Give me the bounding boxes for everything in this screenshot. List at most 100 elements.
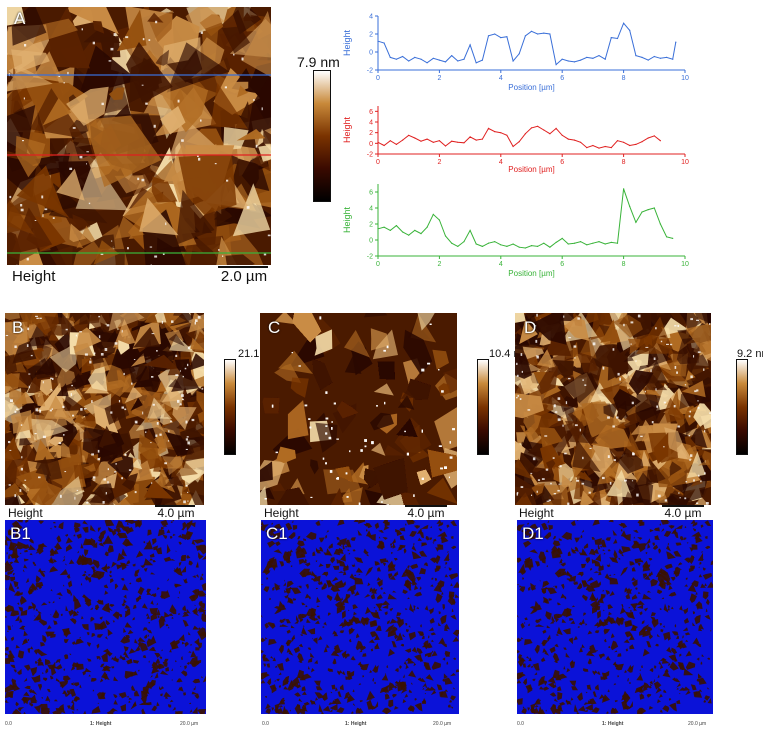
data-point bbox=[512, 60, 514, 62]
data-point bbox=[414, 137, 416, 139]
y-tick-label: 4 bbox=[369, 120, 373, 127]
data-point bbox=[377, 141, 379, 143]
data-point bbox=[666, 56, 668, 59]
y-axis-label: Height bbox=[342, 206, 352, 233]
axis-mid-b1: 1: Height bbox=[90, 721, 112, 727]
data-point bbox=[549, 33, 551, 35]
data-point bbox=[395, 58, 397, 60]
data-point bbox=[675, 41, 677, 43]
x-tick-label: 4 bbox=[499, 261, 503, 268]
data-point bbox=[549, 133, 551, 135]
data-point bbox=[573, 139, 576, 141]
data-point bbox=[420, 58, 422, 60]
data-point bbox=[561, 237, 563, 239]
panel-label-d: D bbox=[524, 318, 537, 337]
afm-image-a bbox=[7, 7, 271, 265]
scale-bar-c bbox=[405, 505, 447, 507]
x-tick-label: 0 bbox=[376, 159, 380, 166]
data-point bbox=[623, 22, 625, 24]
data-point bbox=[647, 59, 649, 61]
data-point bbox=[408, 134, 410, 136]
data-point bbox=[592, 242, 594, 244]
data-point bbox=[635, 143, 637, 145]
x-tick-label: 10 bbox=[681, 159, 689, 166]
data-point bbox=[580, 141, 582, 143]
colorbar-c bbox=[477, 359, 489, 455]
afm-image-b bbox=[5, 313, 204, 505]
x-tick-label: 10 bbox=[681, 261, 689, 268]
data-point bbox=[432, 213, 434, 215]
data-point bbox=[629, 205, 631, 207]
data-point bbox=[629, 144, 631, 147]
data-point bbox=[426, 138, 428, 140]
data-point bbox=[475, 139, 477, 141]
data-point bbox=[402, 231, 404, 233]
data-point bbox=[530, 127, 533, 129]
x-axis-label: Position [µm] bbox=[508, 269, 554, 278]
y-axis-label: Height bbox=[342, 29, 352, 56]
data-point bbox=[408, 60, 410, 62]
data-point bbox=[402, 55, 404, 58]
axis-mid-c1: 1: Height bbox=[345, 721, 367, 727]
profile-line bbox=[377, 125, 661, 149]
data-point bbox=[494, 131, 496, 133]
x-tick-label: 6 bbox=[560, 75, 564, 82]
data-point bbox=[524, 247, 526, 249]
data-point bbox=[518, 141, 520, 143]
data-point bbox=[481, 59, 483, 61]
data-point bbox=[444, 61, 447, 63]
mask-texture-d1 bbox=[517, 520, 713, 714]
axis-right-d1: 20.0 µm bbox=[688, 721, 707, 727]
data-point bbox=[672, 58, 674, 60]
data-point bbox=[438, 140, 440, 142]
data-point bbox=[389, 229, 391, 231]
data-point bbox=[598, 55, 600, 57]
x-tick-label: 0 bbox=[376, 75, 380, 82]
data-point bbox=[451, 55, 453, 57]
x-tick-label: 8 bbox=[622, 261, 626, 268]
y-tick-label: -2 bbox=[367, 68, 373, 75]
height-label-b: Height bbox=[8, 506, 43, 520]
data-point bbox=[469, 136, 471, 138]
data-point bbox=[641, 56, 643, 59]
y-tick-label: 6 bbox=[369, 190, 373, 197]
data-point bbox=[647, 137, 649, 139]
data-point bbox=[395, 225, 397, 227]
height-label-a: Height bbox=[12, 268, 56, 285]
scale-text-a: 2.0 µm bbox=[220, 268, 268, 285]
data-point bbox=[432, 141, 434, 143]
data-point bbox=[530, 245, 533, 247]
data-point bbox=[481, 138, 483, 140]
mask-texture-b1 bbox=[5, 520, 206, 714]
axis-left-c1: 0.0 bbox=[262, 721, 269, 727]
scale-bar-b bbox=[155, 505, 195, 507]
data-point bbox=[414, 56, 416, 59]
data-point bbox=[567, 138, 569, 140]
data-point bbox=[543, 129, 545, 131]
data-point bbox=[580, 241, 582, 243]
data-point bbox=[666, 236, 668, 238]
afm-texture-a bbox=[7, 7, 271, 265]
data-point bbox=[653, 207, 655, 209]
data-point bbox=[598, 241, 600, 243]
y-tick-label: 0 bbox=[369, 50, 373, 57]
afm-image-d bbox=[515, 313, 711, 505]
panel-label-c: C bbox=[268, 318, 281, 337]
colorbar-max-a: 7.9 nm bbox=[297, 54, 340, 70]
y-tick-label: 6 bbox=[369, 109, 373, 116]
data-point bbox=[512, 145, 514, 148]
data-point bbox=[623, 141, 625, 143]
height-label-d: Height bbox=[519, 506, 554, 520]
data-point bbox=[389, 56, 391, 59]
y-tick-label: -2 bbox=[367, 254, 373, 261]
data-point bbox=[457, 60, 459, 62]
data-point bbox=[659, 223, 661, 225]
colorbar-b bbox=[224, 359, 236, 455]
data-point bbox=[444, 145, 447, 147]
data-point bbox=[561, 134, 563, 136]
mask-image-b1 bbox=[5, 520, 206, 714]
data-point bbox=[487, 242, 490, 244]
data-point bbox=[500, 244, 502, 246]
data-point bbox=[506, 245, 508, 247]
